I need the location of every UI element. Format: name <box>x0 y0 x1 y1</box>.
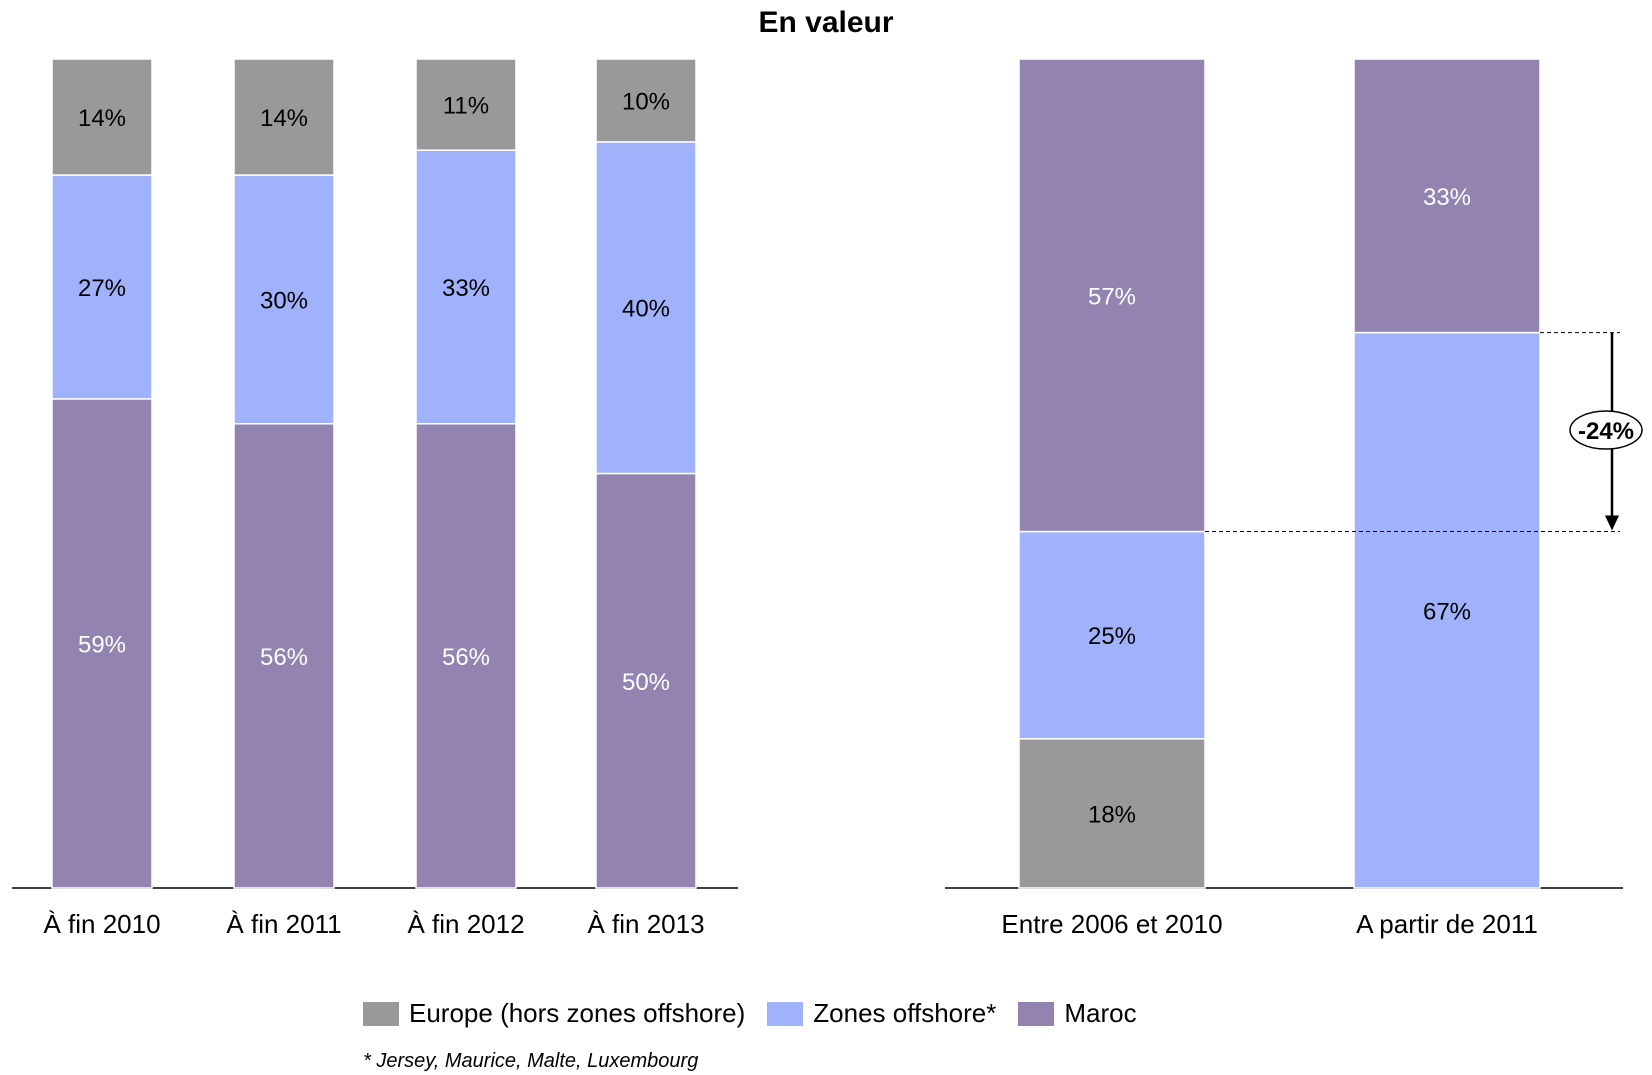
data-label-offshore: 67% <box>1423 598 1471 625</box>
category-label: À fin 2011 <box>226 909 341 939</box>
bar-segment-offshore <box>51 174 153 400</box>
annotation-label: -24% <box>1578 418 1634 445</box>
bar-segment-europe <box>595 58 697 143</box>
category-label: A partir de 2011 <box>1356 909 1538 939</box>
arrow-down-icon <box>1605 515 1619 531</box>
legend: Europe (hors zones offshore) Zones offsh… <box>363 998 1159 1029</box>
legend-label-offshore: Zones offshore* <box>813 998 997 1028</box>
data-label-maroc: 33% <box>1423 184 1471 211</box>
data-label-maroc: 57% <box>1088 283 1136 310</box>
bar-segment-europe <box>233 58 335 176</box>
data-label-offshore: 40% <box>622 296 670 323</box>
chart-title: En valeur <box>758 6 894 39</box>
bar-segment-offshore <box>1353 331 1541 889</box>
bar-segment-offshore <box>1018 530 1206 740</box>
data-label-offshore: 27% <box>78 275 126 302</box>
data-label-maroc: 56% <box>260 644 308 671</box>
bar-segment-maroc <box>1018 58 1206 533</box>
legend-swatch-offshore <box>767 1001 804 1026</box>
bar-segment-offshore <box>233 174 335 425</box>
bar-segment-maroc <box>1353 58 1541 334</box>
data-label-offshore: 33% <box>442 275 490 302</box>
legend-label-europe: Europe (hors zones offshore) <box>409 998 746 1028</box>
data-label-europe: 10% <box>622 88 670 115</box>
legend-swatch-maroc <box>1018 1001 1055 1026</box>
bar-segment-maroc <box>233 423 335 889</box>
category-label: À fin 2013 <box>587 909 704 939</box>
change-annotation: -24% <box>1205 332 1643 533</box>
legend-label-maroc: Maroc <box>1064 998 1137 1028</box>
data-label-maroc: 59% <box>78 631 126 658</box>
bar-segment-maroc <box>415 423 517 889</box>
bar-segment-europe <box>1018 738 1206 889</box>
bar-segment-maroc <box>51 398 153 889</box>
data-label-offshore: 30% <box>260 287 308 314</box>
footnote: * Jersey, Maurice, Malte, Luxembourg <box>363 1050 699 1072</box>
bar-segment-offshore <box>415 149 517 425</box>
bar-segment-europe <box>415 58 517 151</box>
legend-swatch-europe <box>363 1001 399 1026</box>
legend-item-maroc: Maroc <box>1018 998 1137 1029</box>
data-label-maroc: 50% <box>622 669 670 696</box>
bar-segment-europe <box>51 58 153 176</box>
category-label: À fin 2010 <box>43 909 160 939</box>
legend-item-europe: Europe (hors zones offshore) <box>363 998 745 1029</box>
data-label-europe: 14% <box>260 105 308 132</box>
annotation-oval <box>1569 410 1643 450</box>
data-label-maroc: 56% <box>442 644 490 671</box>
right-chart-panel: 18% 25% 57% Entre 2006 et 2010 67% 33% A parti… <box>945 58 1623 939</box>
legend-item-offshore: Zones offshore* <box>767 998 996 1029</box>
left-chart-panel: 59% 27% 14% À fin 2010 56% 30% 14% À fin 2011 56… <box>12 58 738 939</box>
data-label-europe: 11% <box>443 93 489 120</box>
data-label-offshore: 25% <box>1088 623 1136 650</box>
category-label: À fin 2012 <box>407 909 524 939</box>
bar-segment-offshore <box>595 141 697 475</box>
category-label: Entre 2006 et 2010 <box>1001 909 1222 939</box>
data-label-europe: 18% <box>1088 801 1136 828</box>
data-label-europe: 14% <box>78 105 126 132</box>
